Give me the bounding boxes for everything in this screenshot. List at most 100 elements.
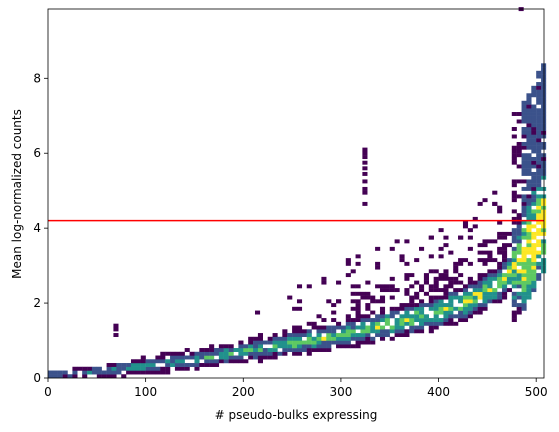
heatmap-cell (521, 160, 527, 165)
heatmap-cell (443, 295, 449, 300)
heatmap-cell (409, 318, 415, 323)
heatmap-cell (511, 273, 517, 278)
heatmap-cell (170, 355, 176, 360)
heatmap-cell (458, 273, 464, 278)
heatmap-cell (362, 186, 368, 191)
heatmap-cell (516, 284, 522, 289)
heatmap-cell (453, 314, 459, 319)
heatmap-cell (472, 306, 478, 311)
heatmap-cell (511, 127, 517, 131)
heatmap-cell (536, 115, 542, 120)
heatmap-cell (506, 265, 512, 270)
heatmap-cell (409, 314, 415, 319)
heatmap-cell (526, 168, 532, 173)
heatmap-cell (257, 351, 263, 356)
heatmap-cell (531, 164, 537, 169)
heatmap-cell (536, 156, 542, 161)
heatmap-cell (101, 374, 107, 379)
heatmap-cell (199, 351, 205, 356)
heatmap-cell (113, 323, 119, 328)
heatmap-cell (453, 269, 459, 274)
heatmap-cell (130, 359, 137, 364)
heatmap-cell (428, 299, 434, 304)
heatmap-cell (355, 344, 361, 349)
heatmap-cell (521, 119, 527, 124)
heatmap-cell (316, 340, 322, 345)
heatmap-cell (526, 164, 532, 169)
heatmap-cell (516, 269, 522, 274)
heatmap-cell (360, 318, 366, 323)
heatmap-cell (536, 160, 542, 165)
heatmap-cell (497, 276, 503, 281)
heatmap-cell (409, 273, 415, 278)
heatmap-cell (292, 325, 298, 330)
heatmap-cell (511, 258, 517, 263)
heatmap-cell (531, 186, 537, 191)
heatmap-cell (497, 299, 503, 304)
heatmap-cell (257, 359, 263, 364)
heatmap-cell (253, 348, 259, 352)
heatmap-cell (462, 220, 469, 225)
heatmap-cell (521, 145, 527, 150)
heatmap-cell (536, 130, 542, 135)
heatmap-cell (67, 374, 73, 379)
heatmap-cell (350, 284, 356, 289)
heatmap-cell (497, 250, 503, 255)
plot-frame (47, 8, 545, 379)
heatmap-cell (414, 318, 420, 323)
heatmap-cell (228, 351, 234, 356)
heatmap-cell (472, 303, 478, 308)
heatmap-cell (336, 344, 342, 349)
heatmap-cell (438, 254, 444, 259)
heatmap-cell (521, 280, 527, 285)
heatmap-cell (526, 250, 532, 255)
heatmap-cell (511, 303, 517, 308)
heatmap-cell (394, 310, 400, 315)
heatmap-cell (277, 340, 283, 345)
heatmap-cell (458, 261, 464, 266)
heatmap-cell (453, 265, 459, 270)
heatmap-cell (360, 340, 366, 345)
heatmap-cell (521, 168, 527, 173)
heatmap-cell (355, 318, 361, 323)
heatmap-cell (521, 127, 527, 131)
heatmap-cell (194, 359, 200, 364)
heatmap-cell (223, 351, 229, 356)
heatmap-cell (311, 340, 317, 345)
heatmap-cell (477, 288, 483, 293)
heatmap-cell (360, 295, 366, 300)
heatmap-cell (218, 348, 224, 352)
heatmap-cell (340, 333, 346, 337)
heatmap-cell (516, 228, 522, 233)
heatmap-cell (487, 254, 493, 259)
heatmap-cell (355, 284, 361, 289)
heatmap-cell (511, 183, 517, 188)
heatmap-cell (355, 303, 361, 308)
heatmap-cell (253, 351, 259, 356)
heatmap-cell (438, 295, 444, 300)
heatmap-cell (521, 306, 527, 311)
heatmap-cell (511, 179, 517, 184)
heatmap-cell (482, 303, 488, 308)
heatmap-cell (497, 220, 503, 225)
heatmap-cell (536, 100, 542, 105)
heatmap-cell (301, 329, 307, 334)
heatmap-cell (375, 261, 381, 266)
heatmap-cell (428, 284, 434, 289)
heatmap-cell (404, 276, 410, 281)
heatmap-cell (419, 314, 425, 319)
heatmap-cell (502, 295, 508, 300)
heatmap-cell (492, 190, 498, 195)
heatmap-cell (521, 179, 527, 184)
heatmap-cell (379, 333, 386, 337)
heatmap-cell (209, 348, 215, 352)
heatmap-cell (145, 366, 151, 371)
heatmap-cell (277, 336, 283, 341)
heatmap-cell (409, 325, 415, 330)
heatmap-cell (472, 216, 478, 221)
heatmap-cell (531, 156, 537, 161)
heatmap-cell (316, 336, 322, 341)
heatmap-cell (516, 306, 522, 311)
heatmap-cell (414, 310, 420, 315)
heatmap-cell (375, 299, 381, 304)
